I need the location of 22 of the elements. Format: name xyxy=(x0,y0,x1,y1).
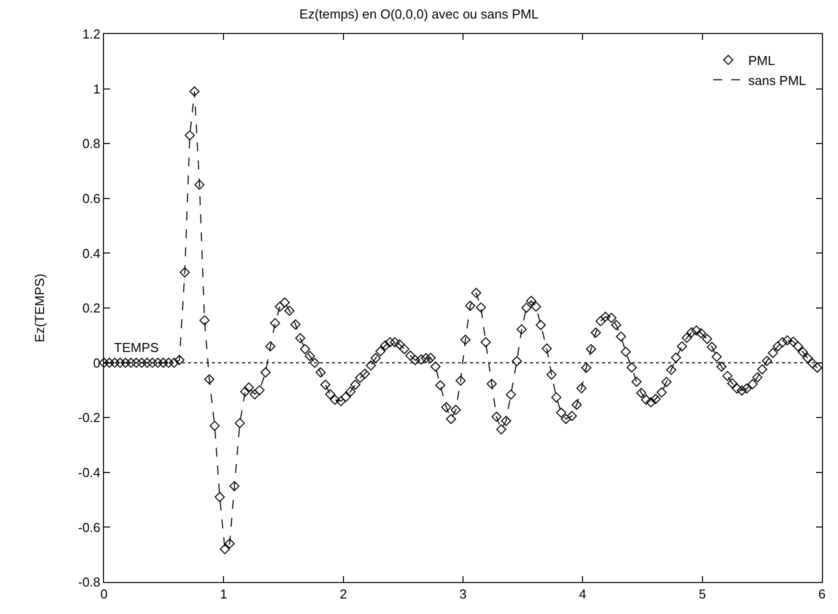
y-tick-label: 0.6 xyxy=(82,190,100,206)
y-tick-label: 1.2 xyxy=(82,26,100,42)
x-tick-label: 1 xyxy=(220,586,228,602)
y-tick-label: 0 xyxy=(93,355,100,370)
y-tick-label: 0.8 xyxy=(82,136,100,152)
y-tick-label: 0.4 xyxy=(82,246,100,261)
y-tick-label: 1 xyxy=(93,81,100,96)
x-tick-label: 3 xyxy=(459,586,467,602)
x-tick-label: 6 xyxy=(818,586,826,602)
x-tick-label: 5 xyxy=(698,586,706,602)
y-tick-label: -0.2 xyxy=(78,410,100,426)
y-tick-label: -0.4 xyxy=(78,464,100,480)
y-axis-title: Ez(TEMPS) xyxy=(32,274,47,342)
x-tick-label: 4 xyxy=(579,586,586,602)
legend-label: PML xyxy=(748,52,775,68)
chart-title: Ez(temps) en O(0,0,0) avec ou sans PML xyxy=(299,6,539,22)
legend-label: sans PML xyxy=(748,72,806,88)
x-tick-label: 2 xyxy=(340,586,347,602)
x-axis-title: TEMPS xyxy=(114,340,160,355)
y-tick-label: -0.8 xyxy=(78,574,100,590)
y-tick-label: 0.2 xyxy=(82,300,100,316)
y-tick-label: -0.6 xyxy=(78,520,100,535)
